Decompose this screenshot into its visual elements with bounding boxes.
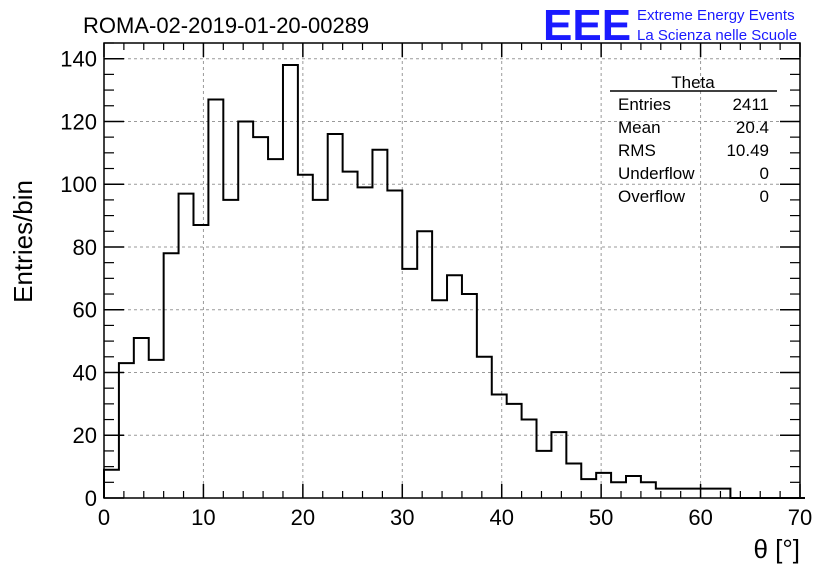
histogram-bin (596, 473, 611, 498)
histogram-bin (551, 432, 566, 498)
histogram-bin (179, 194, 194, 498)
histogram-bin (253, 137, 268, 498)
histogram-bin (686, 489, 701, 498)
stat-label-underflow: Underflow (618, 164, 695, 183)
x-tick-label: 30 (390, 505, 414, 530)
y-tick-label: 40 (73, 360, 97, 385)
histogram-bin (104, 470, 119, 498)
stat-value-overflow: 0 (760, 187, 769, 206)
stats-box-title: Theta (671, 73, 715, 92)
x-axis-title: θ [°] (753, 534, 800, 564)
logo-line-1: Extreme Energy Events (637, 7, 795, 24)
histogram-bin (402, 269, 417, 498)
stat-value-underflow: 0 (760, 164, 769, 183)
x-tick-label: 40 (489, 505, 513, 530)
histogram-bin (507, 404, 522, 498)
histogram-bin (447, 275, 462, 498)
eee-logo: EEE Extreme Energy Events La Scienza nel… (543, 1, 797, 50)
histogram-bin (298, 175, 313, 498)
stat-value-mean: 20.4 (736, 118, 769, 137)
x-tick-label: 60 (688, 505, 712, 530)
histogram-bin (641, 482, 656, 498)
stat-label-entries: Entries (618, 95, 671, 114)
histogram-bin (313, 200, 328, 498)
stat-label-mean: Mean (618, 118, 661, 137)
grid-lines (104, 43, 800, 498)
histogram-bin (372, 150, 387, 498)
plot-frame (103, 42, 801, 499)
stat-value-rms: 10.49 (726, 141, 769, 160)
histogram-bin (432, 300, 447, 498)
x-tick-label: 10 (191, 505, 215, 530)
histogram-bin (193, 225, 208, 498)
logo-line-2: La Scienza nelle Scuole (637, 27, 797, 44)
histogram-bin (537, 451, 552, 498)
y-axis-title: Entries/bin (8, 180, 38, 303)
y-tick-label: 0 (85, 486, 97, 511)
logo-mark: EEE (543, 1, 631, 50)
stat-value-entries: 2411 (732, 95, 769, 114)
y-tick-label: 120 (60, 109, 97, 134)
histogram-bin (417, 231, 432, 498)
histogram-bin (715, 489, 730, 498)
histogram-bin (268, 159, 283, 498)
y-tick-label: 80 (73, 235, 97, 260)
axis-ticks (103, 42, 801, 499)
y-tick-label: 20 (73, 423, 97, 448)
histogram-bin (626, 476, 641, 498)
x-tick-label: 50 (589, 505, 613, 530)
x-tick-label: 70 (788, 505, 812, 530)
stat-label-overflow: Overflow (618, 187, 686, 206)
tick-labels: 0 10 20 30 40 50 60 70 0 20 40 60 80 100 120 140 (60, 47, 812, 530)
histogram-bin (208, 99, 223, 498)
y-tick-label: 140 (60, 47, 97, 72)
histogram-bin (671, 489, 686, 498)
histogram-bin (522, 420, 537, 498)
histogram-bin (238, 121, 253, 498)
histogram-bin (701, 489, 716, 498)
x-tick-label: 0 (98, 505, 110, 530)
histogram-bin (328, 134, 343, 498)
stat-label-rms: RMS (618, 141, 656, 160)
histogram-bin (119, 363, 134, 498)
histogram-bin (611, 482, 626, 498)
histogram-bin (581, 479, 596, 498)
histogram-bin (566, 463, 581, 498)
chart-title: ROMA-02-2019-01-20-00289 (83, 13, 369, 38)
y-tick-label: 100 (60, 172, 97, 197)
histogram-bin (387, 190, 402, 498)
histogram-bin (492, 394, 507, 498)
histogram-bin (134, 338, 149, 498)
histogram-outline (103, 63, 805, 499)
histogram-bin (462, 294, 477, 498)
histogram-bin (358, 187, 373, 498)
y-tick-label: 60 (73, 298, 97, 323)
x-tick-label: 20 (291, 505, 315, 530)
histogram-bin (656, 489, 671, 498)
histogram-bin (343, 172, 358, 498)
histogram-bin (477, 357, 492, 498)
stats-box: Theta Entries 2411 Mean 20.4 RMS 10.49 U… (610, 73, 777, 206)
histogram-bin (164, 253, 179, 498)
histogram-bin (149, 360, 164, 498)
histogram-bin (223, 200, 238, 498)
histogram-bin (283, 65, 298, 498)
